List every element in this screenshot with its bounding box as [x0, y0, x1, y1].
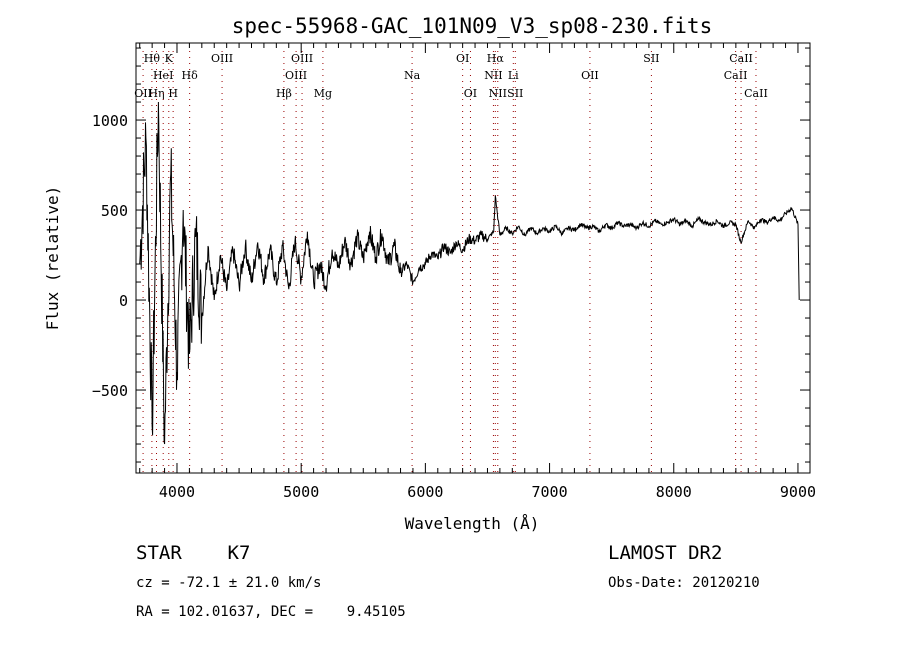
chart-title: spec-55968-GAC_101N09_V3_sp08-230.fits — [232, 14, 712, 38]
line-label: K — [165, 52, 174, 65]
line-label: OII — [581, 69, 599, 82]
x-tick-label: 5000 — [283, 483, 319, 501]
line-label: CaII — [729, 52, 753, 65]
line-label: Mg — [314, 87, 332, 100]
line-label: OIII — [285, 69, 307, 82]
line-label: Hη — [148, 87, 164, 100]
line-label: OIII — [211, 52, 233, 65]
line-label: NII — [484, 69, 502, 82]
line-label: Li — [508, 69, 519, 82]
line-label: Na — [404, 69, 421, 82]
line-label: SII — [507, 87, 523, 100]
spectrum-line — [139, 101, 800, 445]
line-label: Hβ — [276, 87, 292, 100]
y-tick-label: 0 — [119, 292, 128, 310]
line-label: HeI — [153, 69, 173, 82]
line-label: Hθ — [144, 52, 161, 65]
y-tick-label: 500 — [101, 202, 128, 220]
line-label: H — [168, 87, 178, 100]
line-label: Hδ — [182, 69, 199, 82]
line-label: OI — [464, 87, 477, 100]
axis-ticks: 4000 5000 6000 7000 8000 9000 −500 0 500 1000 — [92, 43, 816, 501]
plot-frame — [135, 42, 811, 474]
object-class: STAR K7 — [136, 542, 251, 564]
y-axis-label: Flux (relative) — [43, 186, 62, 331]
line-label: NII — [489, 87, 507, 100]
x-tick-label: 6000 — [407, 483, 443, 501]
x-tick-label: 4000 — [159, 483, 195, 501]
x-axis-label: Wavelength (Å) — [405, 514, 540, 533]
survey-name: LAMOST DR2 — [608, 542, 723, 564]
x-tick-label: 9000 — [780, 483, 816, 501]
line-markers: OII Hθ Hη HeI K H Hδ OIII Hβ OIII OIII Mg Na OI OI NII H… — [134, 51, 768, 473]
line-label: OII — [134, 87, 152, 100]
line-label: OIII — [291, 52, 313, 65]
line-label: CaII — [724, 69, 748, 82]
y-tick-label: −500 — [92, 382, 128, 400]
y-tick-label: 1000 — [92, 112, 128, 130]
obs-date: Obs-Date: 20120210 — [608, 575, 760, 591]
line-label: SII — [643, 52, 659, 65]
redshift-cz: cz = -72.1 ± 21.0 km/s — [136, 575, 322, 591]
x-tick-label: 7000 — [532, 483, 568, 501]
line-label: Hα — [487, 52, 505, 65]
ra-dec: RA = 102.01637, DEC = 9.45105 — [136, 604, 406, 620]
line-label: CaII — [744, 87, 768, 100]
line-label: OI — [456, 52, 469, 65]
x-tick-label: 8000 — [656, 483, 692, 501]
